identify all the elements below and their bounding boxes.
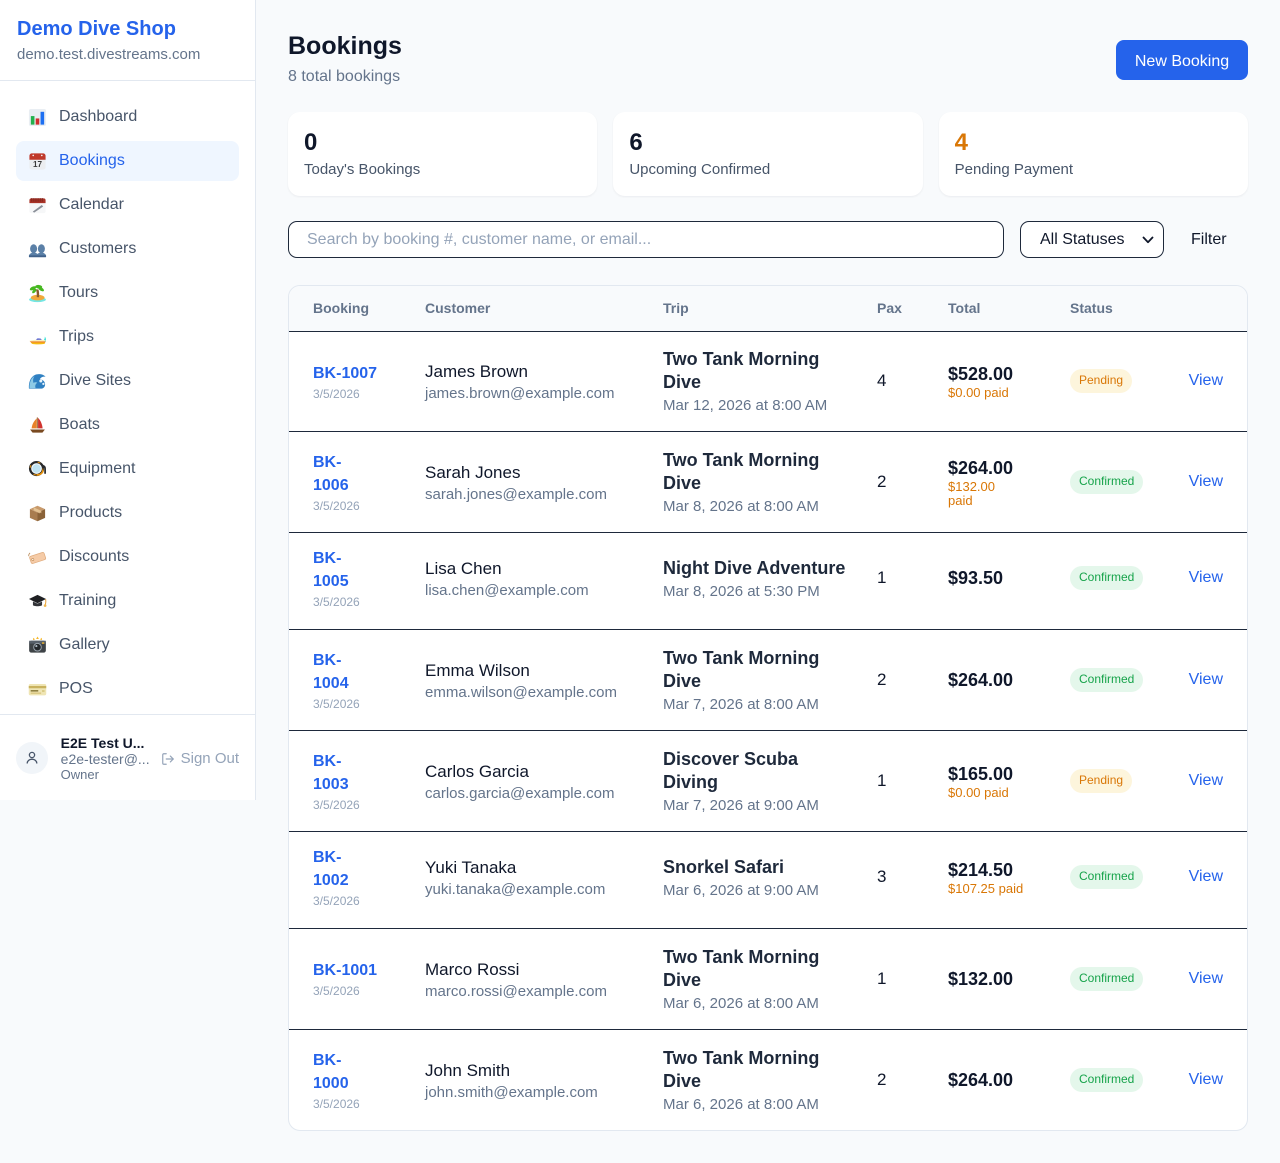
svg-text:17: 17 xyxy=(33,159,43,168)
